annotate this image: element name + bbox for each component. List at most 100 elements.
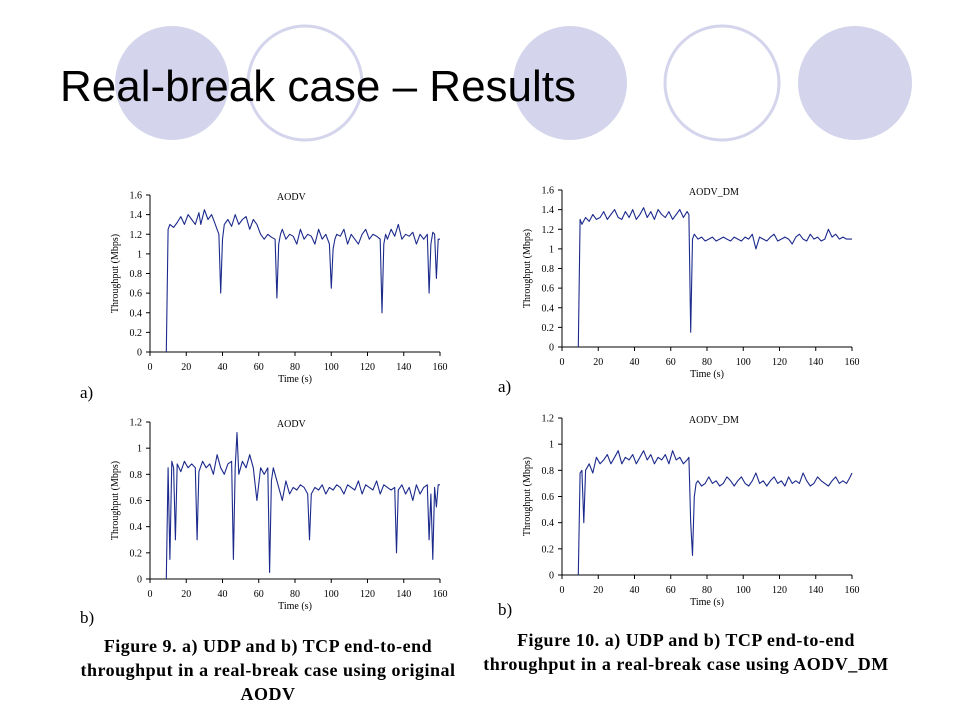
x-tick-label: 0 [148, 362, 153, 373]
y-tick-label: 1 [549, 440, 554, 451]
decorative-circle [798, 26, 912, 140]
x-tick-label: 100 [736, 357, 751, 368]
x-tick-label: 120 [772, 585, 787, 596]
caption-fig9: Figure 9. a) UDP and b) TCP end-to-end t… [80, 636, 456, 704]
y-tick-label: 1.4 [130, 210, 143, 221]
x-axis-label: Time (s) [690, 369, 724, 380]
y-axis-label: Throughput (Mbps) [110, 461, 121, 540]
y-axis-label: Throughput (Mbps) [522, 229, 533, 308]
y-tick-label: 1.6 [542, 186, 555, 197]
y-tick-label: 0.8 [130, 470, 143, 481]
y-tick-label: 0.8 [130, 269, 143, 280]
panel-label-fig10b: b) [498, 600, 513, 619]
chart-fig10a-svg: 0 0.2 0.4 0.6 0.8 1 1.2 1.4 1.6 0 20 40 60 80 100 120 14… [522, 186, 860, 381]
x-tick-label: 100 [736, 585, 751, 596]
x-tick-label: 160 [845, 585, 860, 596]
chart-fig9b: 0 0.2 0.4 0.6 0.8 1 1.2 0 20 40 60 80 100 120 140 160 Ti… [90, 402, 490, 627]
chart-fig10a: 0 0.2 0.4 0.6 0.8 1 1.2 1.4 1.6 0 20 40 60 80 100 120 14… [502, 170, 902, 395]
y-tick-label: 0 [549, 343, 554, 354]
x-tick-label: 60 [666, 585, 676, 596]
y-tick-label: 1.2 [542, 225, 555, 236]
x-tick-label: 40 [218, 362, 228, 373]
x-tick-label: 40 [630, 585, 640, 596]
x-tick-label: 60 [254, 589, 264, 600]
x-tick-label: 140 [396, 362, 411, 373]
x-tick-label: 20 [181, 362, 191, 373]
panel-label-fig9b: b) [80, 608, 95, 627]
y-tick-label: 0.8 [542, 264, 555, 275]
x-tick-label: 100 [324, 362, 339, 373]
x-tick-label: 20 [593, 585, 603, 596]
x-tick-label: 60 [666, 357, 676, 368]
y-tick-label: 0 [137, 575, 142, 586]
y-tick-label: 1.2 [542, 414, 555, 425]
chart-fig10b: 0 0.2 0.4 0.6 0.8 1 1.2 0 20 40 60 80 100 120 140 160 Ti… [502, 398, 902, 623]
x-tick-label: 0 [560, 357, 565, 368]
y-axis-label: Throughput (Mbps) [522, 457, 533, 536]
y-tick-label: 0.2 [130, 548, 143, 559]
y-tick-label: 0.2 [542, 544, 555, 555]
x-tick-label: 20 [181, 589, 191, 600]
chart-fig9a: 0 0.2 0.4 0.6 0.8 1 1.2 1.4 1.6 0 20 40 60 80 100 120 14… [90, 175, 490, 400]
chart-fig9a-svg: 0 0.2 0.4 0.6 0.8 1 1.2 1.4 1.6 0 20 40 60 80 100 120 14… [110, 191, 448, 386]
y-tick-label: 1 [549, 244, 554, 255]
y-tick-label: 0.8 [542, 466, 555, 477]
x-tick-label: 140 [808, 585, 823, 596]
y-tick-label: 1.2 [130, 418, 143, 429]
panel-label-fig10a: a) [498, 377, 512, 396]
x-tick-label: 40 [630, 357, 640, 368]
x-tick-label: 80 [290, 362, 300, 373]
y-tick-label: 0.4 [130, 308, 143, 319]
x-tick-label: 160 [433, 589, 448, 600]
x-tick-label: 40 [218, 589, 228, 600]
chart-title: AODV_DM [689, 187, 739, 198]
y-tick-label: 0.4 [130, 522, 143, 533]
panel-label-fig9a: a) [80, 383, 94, 402]
caption-fig10: Figure 10. a) UDP and b) TCP end-to-end … [483, 630, 889, 674]
x-tick-label: 140 [808, 357, 823, 368]
y-tick-label: 0.2 [130, 328, 143, 339]
x-axis-label: Time (s) [690, 597, 724, 608]
y-tick-label: 1.2 [130, 230, 143, 241]
x-tick-label: 140 [396, 589, 411, 600]
y-tick-label: 0.6 [130, 496, 143, 507]
y-tick-label: 0.6 [542, 492, 555, 503]
x-tick-label: 0 [560, 585, 565, 596]
x-tick-label: 0 [148, 589, 153, 600]
x-tick-label: 160 [845, 357, 860, 368]
x-tick-label: 100 [324, 589, 339, 600]
y-tick-label: 1 [137, 444, 142, 455]
x-tick-label: 80 [290, 589, 300, 600]
chart-fig9b-svg: 0 0.2 0.4 0.6 0.8 1 1.2 0 20 40 60 80 100 120 140 160 Ti… [110, 418, 448, 613]
x-tick-label: 60 [254, 362, 264, 373]
x-tick-label: 120 [360, 362, 375, 373]
x-tick-label: 120 [772, 357, 787, 368]
y-tick-label: 0.6 [542, 284, 555, 295]
slide-title: Real-break case – Results [60, 62, 577, 111]
decorative-circles [115, 24, 912, 142]
y-tick-label: 1.4 [542, 205, 555, 216]
y-tick-label: 0.6 [130, 289, 143, 300]
chart-fig10b-svg: 0 0.2 0.4 0.6 0.8 1 1.2 0 20 40 60 80 100 120 140 160 Ti… [522, 414, 860, 609]
series-line [577, 450, 853, 576]
chart-title: AODV_DM [689, 415, 739, 426]
y-tick-label: 1 [137, 249, 142, 260]
y-axis-label: Throughput (Mbps) [110, 234, 121, 313]
chart-title: AODV [277, 419, 307, 430]
y-tick-label: 0 [549, 571, 554, 582]
y-tick-label: 0.4 [542, 518, 555, 529]
y-tick-label: 0 [137, 348, 142, 359]
series-line [165, 209, 440, 353]
decorative-circle [115, 26, 229, 140]
x-tick-label: 120 [360, 589, 375, 600]
decorative-circle [513, 26, 627, 140]
x-tick-label: 160 [433, 362, 448, 373]
series-line [577, 207, 852, 348]
y-tick-label: 1.6 [130, 191, 143, 202]
chart-title: AODV [277, 192, 307, 203]
x-tick-label: 80 [702, 585, 712, 596]
decorative-circle [246, 24, 364, 142]
decorative-circle [663, 24, 781, 142]
y-tick-label: 0.4 [542, 303, 555, 314]
x-tick-label: 20 [593, 357, 603, 368]
